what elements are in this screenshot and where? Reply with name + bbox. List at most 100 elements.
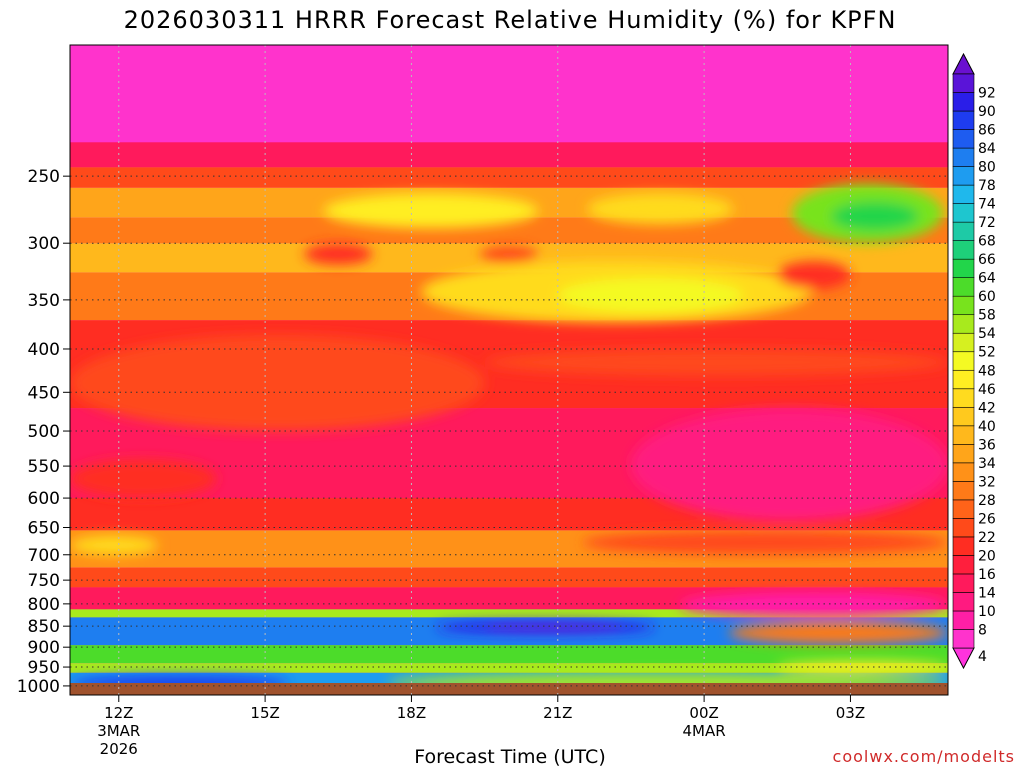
colorbar-label: 84 [978, 141, 996, 157]
rh-feature [70, 459, 217, 499]
y-tick-label: 500 [28, 422, 60, 442]
x-tick-sublabel: 3MAR [97, 722, 140, 740]
rh-band [70, 45, 948, 143]
rh-feature [387, 672, 948, 683]
rh-feature [679, 592, 948, 618]
rh-band [70, 567, 948, 588]
colorbar-label: 4 [978, 649, 987, 665]
colorbar-swatch [952, 295, 975, 316]
x-tick-label: 03Z [836, 704, 865, 722]
colorbar-label: 14 [978, 585, 996, 601]
rh-band [70, 142, 948, 168]
rh-feature [830, 201, 919, 231]
rh-feature [557, 278, 744, 313]
colorbar-label: 86 [978, 123, 996, 139]
y-tick-label: 250 [28, 167, 60, 187]
colorbar-swatch [952, 610, 975, 630]
y-tick-label: 550 [28, 457, 60, 477]
colorbar: 4810141620222628323436404246485254586064… [952, 52, 996, 670]
rh-feature [587, 193, 734, 225]
colorbar-swatch [952, 369, 975, 390]
colorbar-label: 92 [978, 86, 996, 102]
plot-frame [69, 44, 949, 696]
colorbar-top-arrow [952, 52, 975, 75]
y-tick-label: 400 [28, 340, 60, 360]
colorbar-label: 48 [978, 363, 996, 379]
colorbar-label: 34 [978, 456, 996, 472]
colorbar-swatch [952, 129, 975, 149]
y-tick-label: 950 [28, 658, 60, 678]
rh-feature [304, 243, 373, 265]
colorbar-swatch [952, 184, 975, 204]
colorbar-swatch [952, 592, 975, 612]
rh-feature [630, 408, 948, 522]
y-tick-label: 750 [28, 571, 60, 591]
x-tick-sublabel: 4MAR [683, 722, 726, 740]
colorbar-swatch [952, 147, 975, 167]
colorbar-label: 54 [978, 326, 996, 342]
y-tick-label: 600 [28, 489, 60, 509]
rh-band [70, 663, 948, 673]
colorbar-swatch [952, 481, 975, 501]
colorbar-swatch [952, 536, 975, 556]
colorbar-label: 8 [978, 622, 987, 638]
y-tick-label: 900 [28, 638, 60, 658]
rh-feature [484, 622, 622, 632]
y-tick-label: 800 [28, 595, 60, 615]
rh-feature [479, 245, 539, 263]
colorbar-swatch [952, 499, 975, 519]
colorbar-label: 58 [978, 308, 996, 324]
colorbar-bottom-arrow [952, 647, 975, 670]
rh-feature [70, 675, 290, 683]
colorbar-label: 46 [978, 382, 996, 398]
colorbar-swatch [952, 221, 975, 241]
colorbar-swatch [952, 73, 975, 93]
rh-feature [484, 348, 948, 376]
colorbar-swatch [952, 555, 975, 575]
x-tick-label: 12Z [104, 704, 133, 722]
colorbar-swatch [952, 203, 975, 223]
colorbar-swatch [952, 351, 975, 371]
rh-band [70, 167, 948, 188]
y-tick-label: 850 [28, 617, 60, 637]
plot-area [70, 45, 948, 683]
y-tick-label: 300 [28, 234, 60, 254]
colorbar-label: 28 [978, 493, 996, 509]
colorbar-label: 90 [978, 104, 996, 120]
x-tick-sublabel: 2026 [100, 740, 138, 758]
y-tick-label: 700 [28, 546, 60, 566]
credit-text: coolwx.com/modelts [833, 747, 1015, 766]
y-tick-label: 350 [28, 291, 60, 311]
colorbar-swatch [952, 92, 975, 112]
colorbar-label: 32 [978, 474, 996, 490]
y-tick-label: 450 [28, 383, 60, 403]
colorbar-label: 42 [978, 400, 996, 416]
colorbar-swatch [952, 462, 975, 482]
colorbar-swatch [952, 425, 975, 445]
colorbar-label: 64 [978, 271, 996, 287]
colorbar-label: 10 [978, 604, 996, 620]
chart-title: 2026030311 HRRR Forecast Relative Humidi… [124, 6, 897, 34]
colorbar-swatch [952, 258, 975, 278]
grid-lines [70, 45, 948, 695]
rh-feature [777, 661, 948, 672]
colorbar-label: 36 [978, 437, 996, 453]
colorbar-label: 16 [978, 567, 996, 583]
colorbar-swatch [952, 388, 975, 408]
colorbar-swatch [952, 277, 975, 297]
colorbar-swatch [952, 406, 975, 427]
colorbar-label: 74 [978, 197, 996, 213]
colorbar-label: 72 [978, 215, 996, 231]
colorbar-label: 78 [978, 178, 996, 194]
rh-feature [582, 530, 948, 555]
rh-band [70, 645, 948, 664]
colorbar-swatch [952, 444, 975, 464]
x-tick-label: 15Z [250, 704, 279, 722]
colorbar-label: 20 [978, 548, 996, 564]
rh-feature [777, 261, 851, 290]
colorbar-label: 52 [978, 345, 996, 361]
colorbar-swatch [952, 110, 975, 130]
x-tick-label: 21Z [543, 704, 572, 722]
